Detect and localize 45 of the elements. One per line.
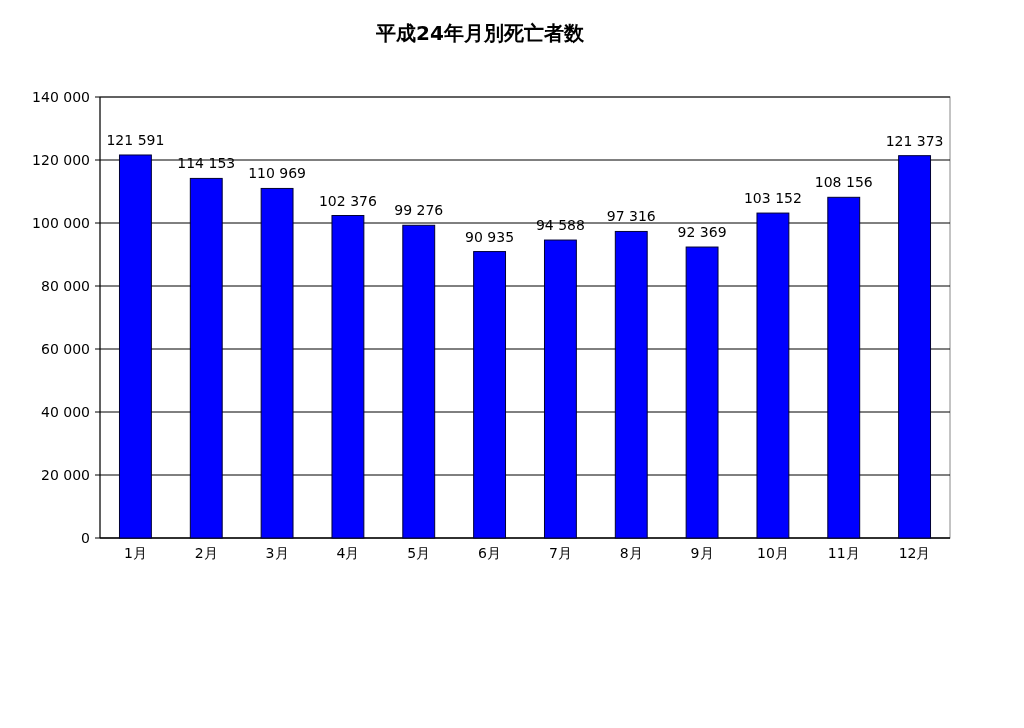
data-label: 121 373 bbox=[885, 132, 944, 149]
bar bbox=[898, 155, 932, 539]
bar bbox=[402, 224, 436, 539]
bar bbox=[331, 215, 365, 539]
y-tick-label: 100 000 bbox=[32, 215, 90, 231]
bar bbox=[473, 251, 507, 539]
bar bbox=[685, 246, 719, 539]
bar bbox=[260, 187, 294, 539]
x-tick-label: 11月 bbox=[827, 545, 860, 561]
data-label: 121 591 bbox=[106, 131, 165, 148]
chart-title: 平成24年月別死亡者数 bbox=[375, 21, 585, 45]
data-label: 114 153 bbox=[177, 155, 236, 172]
bar bbox=[827, 196, 861, 539]
x-tick-label: 1月 bbox=[123, 545, 147, 561]
bar bbox=[614, 230, 648, 539]
data-label: 99 276 bbox=[394, 202, 444, 219]
bar bbox=[189, 177, 223, 539]
data-label: 102 376 bbox=[318, 192, 377, 209]
data-label: 92 369 bbox=[677, 224, 727, 241]
x-tick-label: 8月 bbox=[619, 545, 643, 561]
x-tick-label: 10月 bbox=[757, 545, 789, 561]
y-tick-label: 60 000 bbox=[41, 341, 90, 357]
x-tick-label: 12月 bbox=[898, 545, 931, 561]
bar bbox=[543, 239, 577, 539]
data-label: 90 935 bbox=[465, 228, 515, 245]
x-tick-label: 3月 bbox=[265, 545, 289, 561]
data-label: 108 156 bbox=[814, 174, 873, 191]
bar bbox=[756, 212, 790, 539]
y-tick-label: 80 000 bbox=[41, 278, 90, 294]
x-tick-label: 7月 bbox=[548, 545, 572, 561]
x-tick-label: 5月 bbox=[407, 545, 431, 561]
x-tick-label: 2月 bbox=[194, 545, 218, 561]
x-tick-label: 9月 bbox=[690, 545, 714, 561]
x-tick-label: 6月 bbox=[478, 545, 502, 561]
y-tick-label: 120 000 bbox=[32, 152, 90, 168]
y-tick-label: 40 000 bbox=[41, 404, 90, 420]
y-tick-label: 0 bbox=[81, 530, 90, 546]
x-tick-label: 4月 bbox=[336, 545, 360, 561]
data-label: 110 969 bbox=[248, 165, 307, 182]
data-label: 103 152 bbox=[743, 190, 802, 207]
data-label: 97 316 bbox=[606, 208, 656, 225]
bar bbox=[118, 154, 152, 539]
y-tick-label: 20 000 bbox=[41, 467, 90, 483]
data-label: 94 588 bbox=[535, 217, 585, 234]
y-tick-label: 140 000 bbox=[32, 89, 90, 105]
